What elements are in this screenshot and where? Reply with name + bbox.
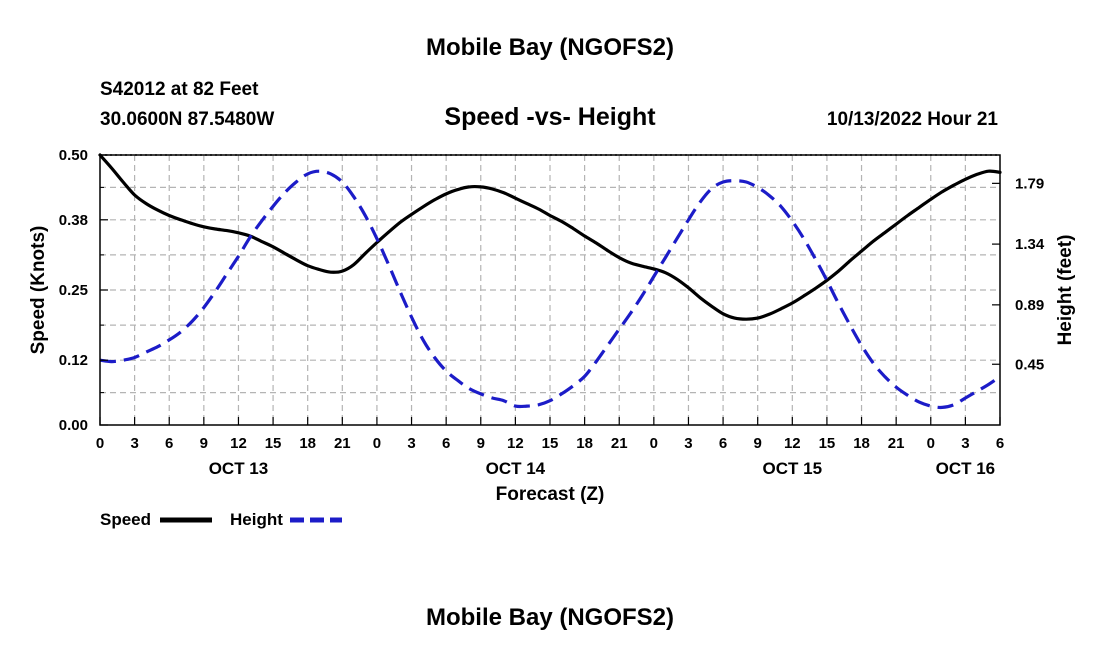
x-tick-label: 15 [265, 435, 282, 452]
y-tick-label: 0.38 [59, 212, 88, 229]
x-tick-label: 6 [165, 435, 173, 452]
legend-speed-label: Speed [100, 510, 151, 529]
date-label: OCT 14 [486, 459, 546, 478]
x-tick-label: 6 [719, 435, 727, 452]
y2-tick-label: 0.45 [1015, 356, 1044, 373]
x-tick-label: 12 [784, 435, 801, 452]
y2-axis-title: Height (feet) [1055, 235, 1076, 346]
x-tick-label: 12 [230, 435, 247, 452]
legend-height-label: Height [230, 510, 283, 529]
x-tick-label: 21 [334, 435, 351, 452]
y-tick-label: 0.12 [59, 352, 88, 369]
coordinates-label: 30.0600N 87.5480W [100, 109, 274, 130]
y-axis-title: Speed (Knots) [28, 226, 49, 355]
station-label: S42012 at 82 Feet [100, 79, 259, 100]
x-tick-label: 12 [507, 435, 524, 452]
x-tick-label: 9 [200, 435, 208, 452]
x-tick-label: 18 [853, 435, 870, 452]
x-tick-label: 0 [650, 435, 658, 452]
legend: Speed Height [100, 510, 342, 529]
y-tick-label: 0.00 [59, 417, 88, 434]
y2-tick-label: 1.79 [1015, 175, 1044, 192]
timestamp-label: 10/13/2022 Hour 21 [827, 109, 999, 130]
chart-subtitle: Speed -vs- Height [444, 103, 656, 131]
x-tick-label: 3 [407, 435, 415, 452]
x-tick-label: 21 [888, 435, 905, 452]
x-tick-label: 0 [927, 435, 935, 452]
height-line [99, 169, 1001, 410]
x-tick-label: 3 [684, 435, 692, 452]
series-lines [98, 153, 1002, 410]
y2-tick-label: 1.34 [1015, 236, 1045, 253]
date-label: OCT 13 [209, 459, 269, 478]
x-tick-label: 9 [754, 435, 762, 452]
x-tick-label: 0 [373, 435, 381, 452]
x-tick-label: 3 [130, 435, 138, 452]
x-tick-label: 6 [442, 435, 450, 452]
x-axis-title: Forecast (Z) [496, 484, 605, 505]
x-tick-label: 15 [542, 435, 559, 452]
grid [100, 155, 1000, 425]
axes: 0 3 6 9 12 15 18 21 0 3 6 9 12 15 18 21 0 3 6 9 12 15 18 21 0 3 6O… [59, 147, 1045, 478]
x-tick-label: 9 [477, 435, 485, 452]
x-tick-label: 6 [996, 435, 1004, 452]
y-tick-label: 0.50 [59, 147, 88, 164]
x-tick-label: 21 [611, 435, 628, 452]
y2-tick-label: 0.89 [1015, 297, 1044, 314]
footer-title: Mobile Bay (NGOFS2) [426, 604, 674, 631]
x-tick-label: 3 [961, 435, 969, 452]
x-tick-label: 0 [96, 435, 104, 452]
date-label: OCT 16 [936, 459, 996, 478]
x-tick-label: 18 [299, 435, 316, 452]
y-tick-label: 0.25 [59, 282, 88, 299]
page-title: Mobile Bay (NGOFS2) [426, 34, 674, 61]
x-tick-label: 18 [576, 435, 593, 452]
x-tick-label: 15 [819, 435, 836, 452]
date-label: OCT 15 [763, 459, 823, 478]
